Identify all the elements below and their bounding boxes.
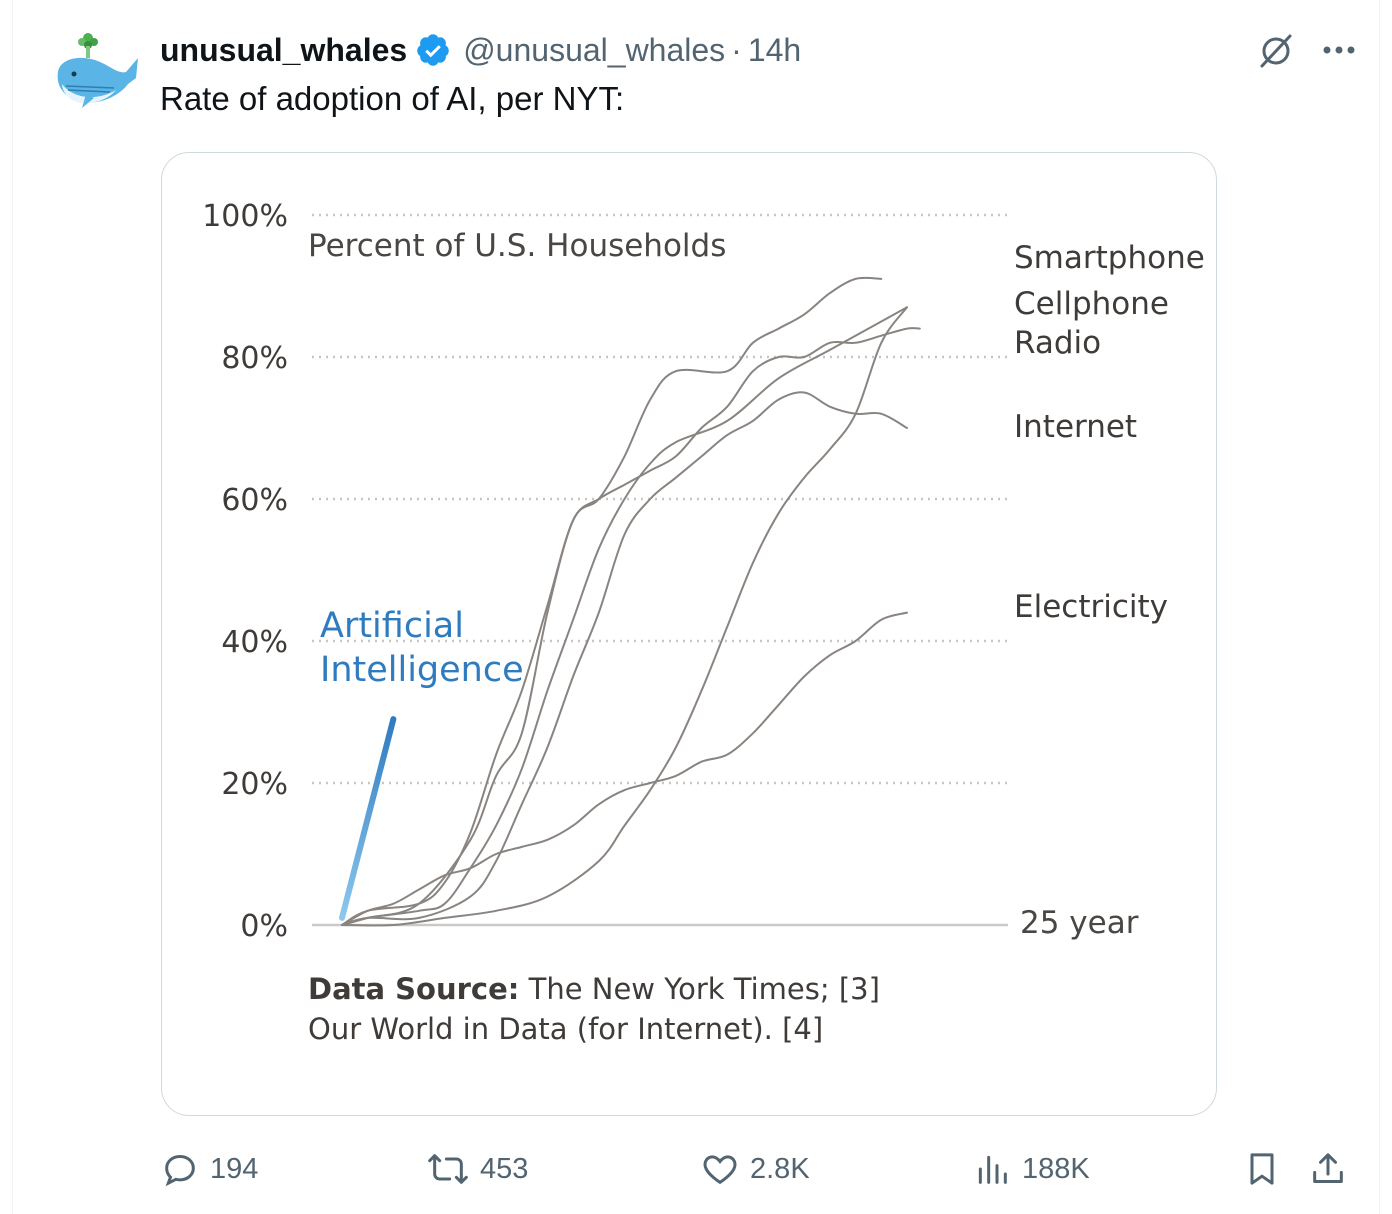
share-button[interactable]	[1308, 1146, 1358, 1192]
tweet-actions: 194 453 2.8K 188K	[160, 1146, 1350, 1192]
repost-count: 453	[480, 1152, 529, 1185]
series-label-electricity: Electricity	[1014, 589, 1168, 625]
x-end-label: 25 year	[1020, 905, 1139, 941]
chart-grid	[312, 213, 1008, 927]
y-tick-label: 0%	[240, 909, 288, 944]
series-label-smartphone: Smartphone	[1014, 240, 1205, 276]
views-button[interactable]: 188K	[972, 1146, 1090, 1192]
series-line-electricity2	[341, 611, 908, 926]
like-count: 2.8K	[750, 1152, 810, 1185]
y-axis-ticks: 100% 80% 60% 40% 20% 0%	[202, 199, 288, 944]
series-line-electricity	[341, 306, 908, 927]
tweet-time[interactable]: 14h	[747, 31, 802, 68]
heart-icon	[703, 1155, 737, 1185]
tweet-header: unusual_whales @unusual_whales · 14h	[160, 28, 801, 72]
ai-label-line2: Intelligence	[320, 650, 524, 690]
source-rest: The New York Times; [3]	[519, 972, 880, 1006]
series-line-cellphone	[341, 306, 908, 926]
y-tick-label: 20%	[221, 767, 288, 802]
y-tick-label: 60%	[221, 483, 288, 518]
bookmark-icon	[1250, 1153, 1274, 1185]
reply-icon	[165, 1154, 195, 1187]
share-icon	[1313, 1153, 1343, 1183]
avatar[interactable]	[52, 28, 142, 114]
reply-button[interactable]: 194	[160, 1146, 258, 1192]
reply-count: 194	[210, 1152, 259, 1185]
top-right-actions	[1256, 30, 1356, 70]
author-name[interactable]: unusual_whales	[160, 31, 408, 68]
series-label-internet: Internet	[1014, 409, 1137, 445]
source-line2: Our World in Data (for Internet). [4]	[308, 1012, 823, 1046]
more-options-button[interactable]	[1322, 45, 1356, 55]
separator-dot: ·	[731, 31, 742, 68]
views-chart-icon	[978, 1155, 1007, 1184]
grok-icon	[1260, 34, 1292, 68]
y-tick-label: 40%	[221, 625, 288, 660]
y-tick-label: 100%	[202, 199, 288, 234]
source-bold: Data Source:	[308, 972, 519, 1006]
more-horizontal-icon	[1323, 46, 1355, 54]
series-lines	[339, 276, 921, 927]
series-label-cellphone: Cellphone	[1014, 286, 1169, 322]
tweet-media-chart[interactable]: 100% 80% 60% 40% 20% 0% Percent of U.S. House…	[161, 152, 1217, 1116]
series-line-internet	[341, 391, 908, 926]
verified-badge-icon	[417, 34, 449, 66]
grok-button[interactable]	[1256, 30, 1296, 70]
whale-avatar-icon	[57, 33, 138, 108]
repost-button[interactable]: 453	[426, 1146, 528, 1192]
repost-icon	[428, 1154, 468, 1184]
series-label-radio: Radio	[1014, 325, 1101, 361]
views-count: 188K	[1022, 1152, 1090, 1185]
tweet-text: Rate of adoption of AI, per NYT:	[160, 80, 625, 117]
tweet-card[interactable]	[12, 0, 1380, 1214]
bookmark-button[interactable]	[1242, 1146, 1292, 1192]
author-handle[interactable]: @unusual_whales	[463, 31, 726, 68]
adoption-chart: 100% 80% 60% 40% 20% 0% Percent of U.S. House…	[202, 199, 1205, 1046]
ai-label-line1: Artificial	[320, 606, 464, 646]
series-line-radio	[341, 327, 921, 926]
series-line-smartphone	[341, 276, 883, 926]
source-line1: Data Source: The New York Times; [3]	[308, 972, 880, 1006]
y-tick-label: 80%	[221, 341, 288, 376]
series-line-artificial-intelligence	[339, 716, 397, 921]
like-button[interactable]: 2.8K	[700, 1146, 810, 1192]
y-axis-label: Percent of U.S. Households	[308, 228, 726, 264]
